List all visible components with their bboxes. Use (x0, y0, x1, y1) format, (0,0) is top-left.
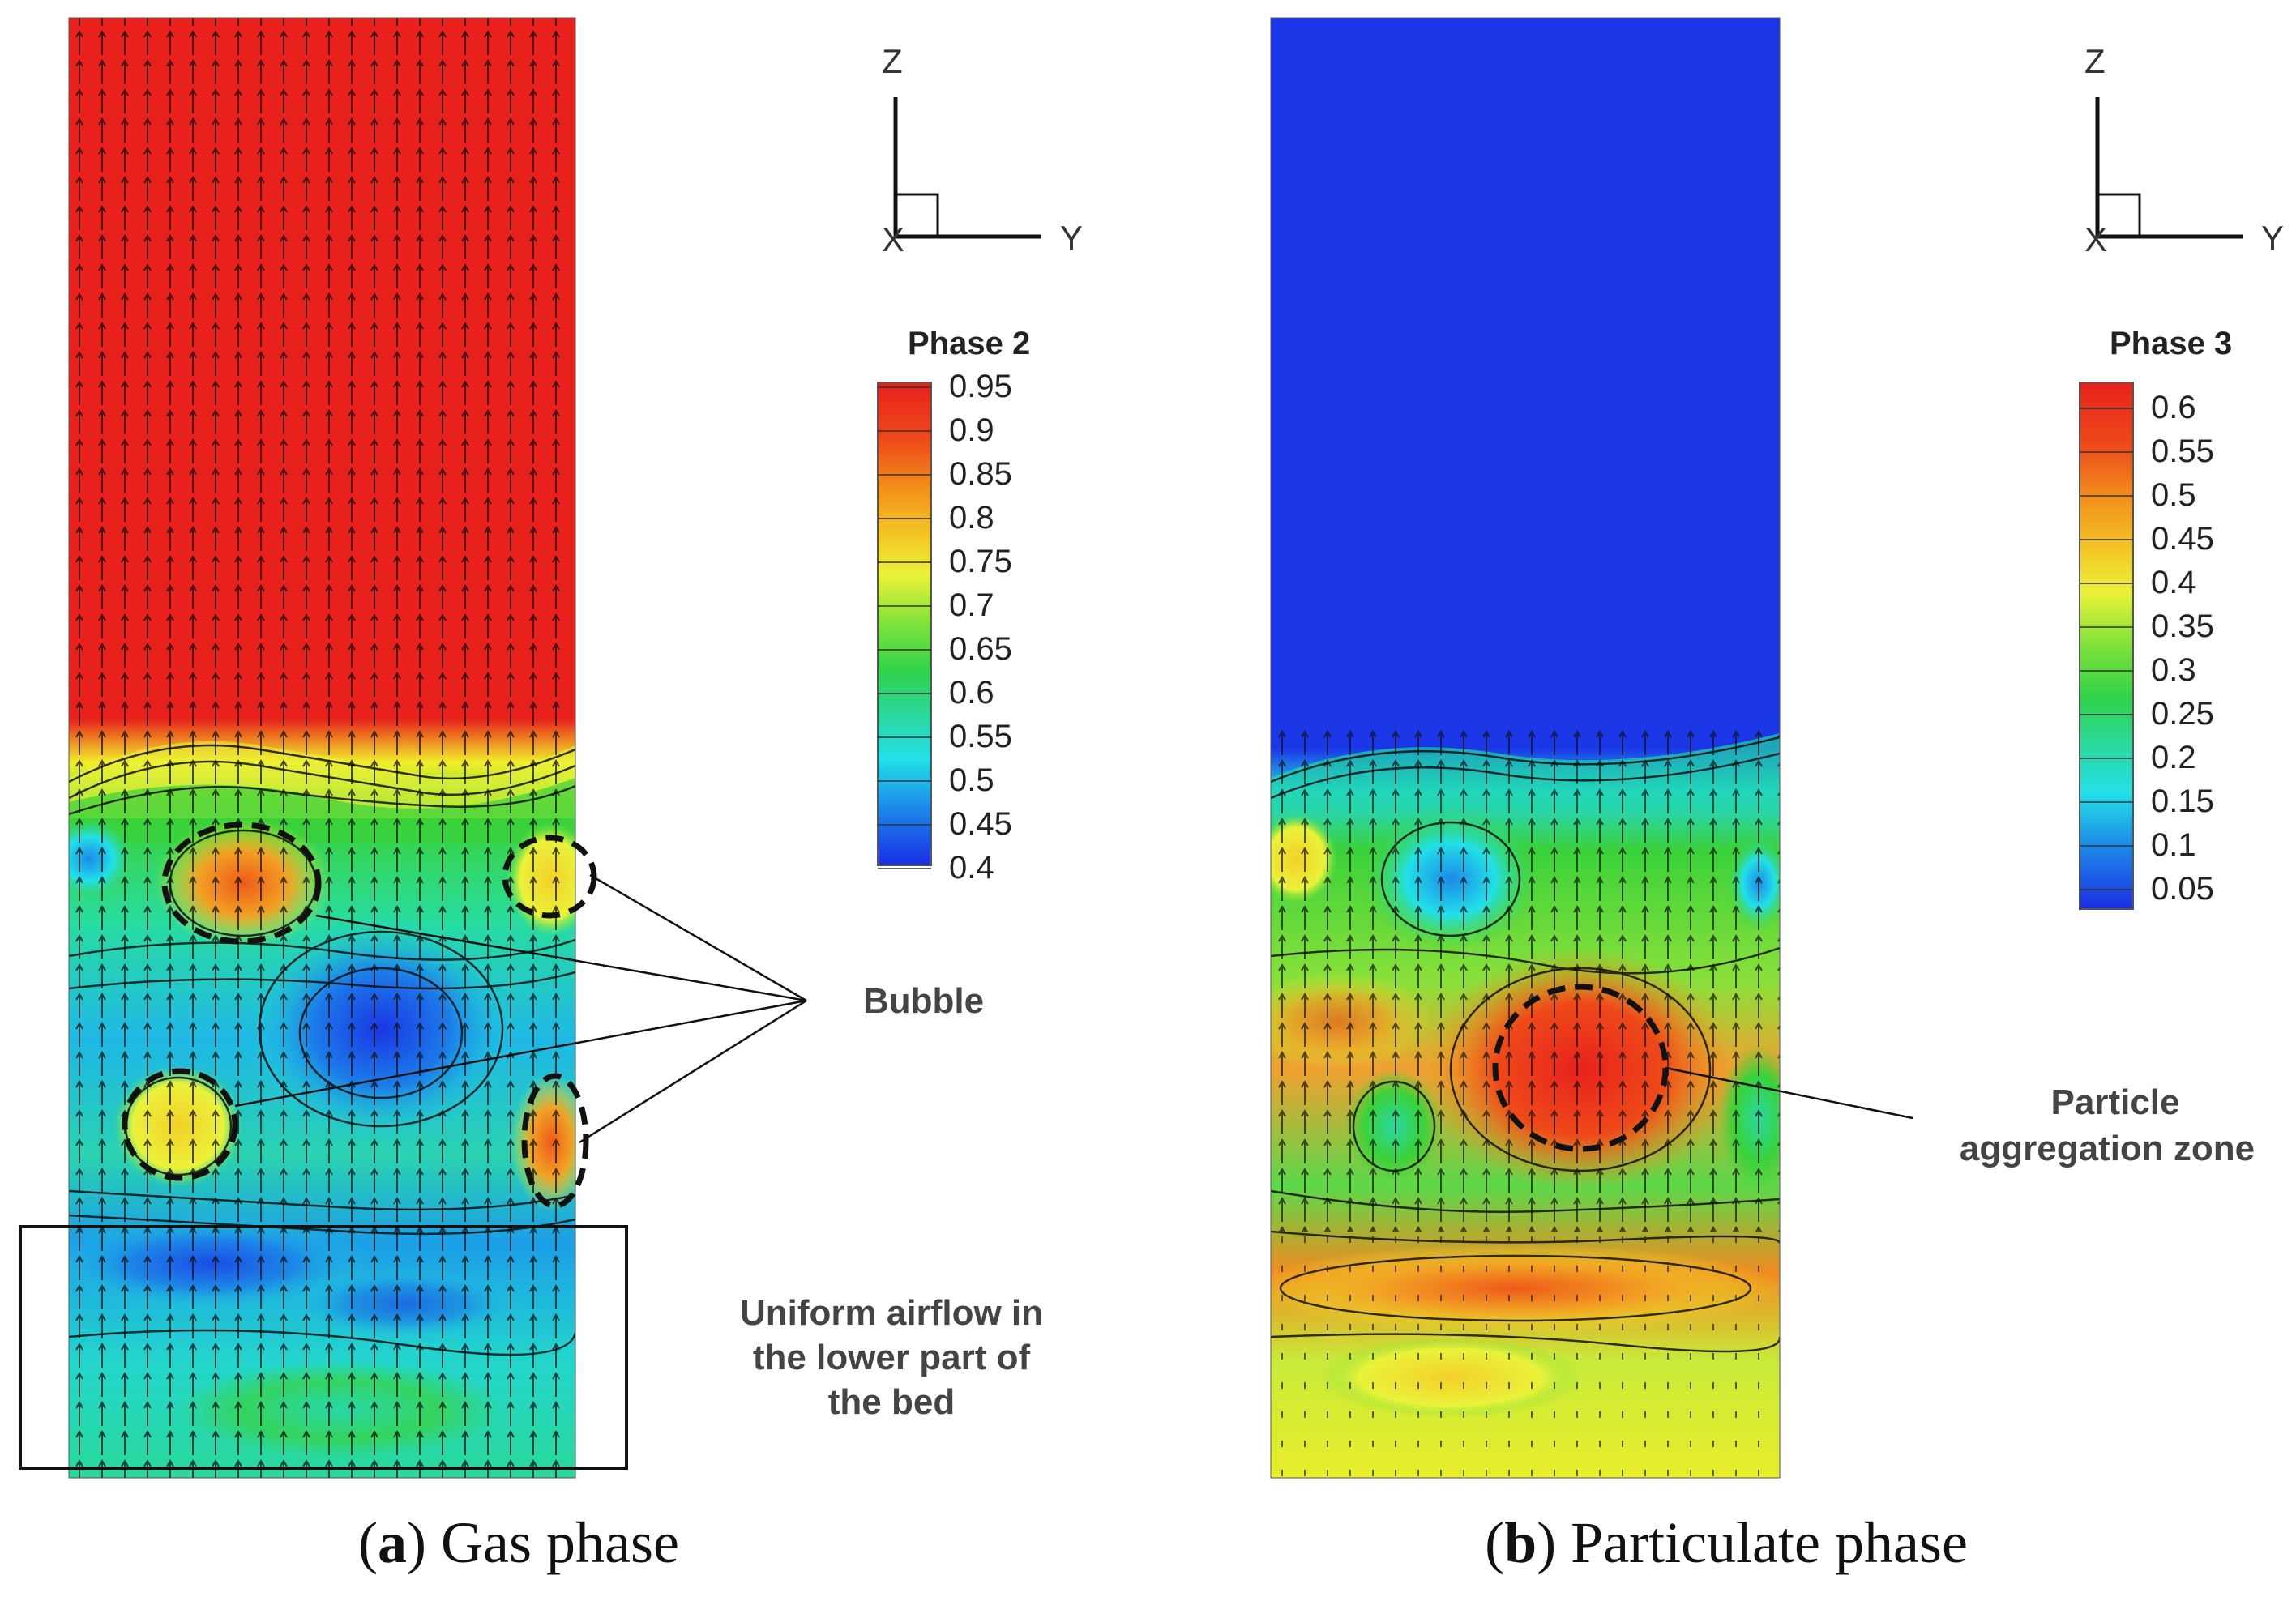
caption-b-text: Particulate phase (1571, 1510, 1968, 1575)
gas-phase-contour-plot (69, 18, 575, 1478)
colorbar-b-tick-label: 0.25 (2151, 696, 2214, 732)
colorbar-a-tick-label: 0.6 (949, 675, 994, 711)
colorbar-b-tick-label: 0.05 (2151, 871, 2214, 907)
axis-y-label-a: Y (1060, 219, 1083, 257)
aggregation-label: Particle aggregation zone (1960, 1082, 2255, 1168)
axis-y-label-b: Y (2261, 219, 2284, 257)
axis-z-label-b: Z (2084, 42, 2106, 80)
colorbar-b-tick-label: 0.35 (2151, 608, 2214, 644)
uniform-airflow-line-1: Uniform airflow in (740, 1293, 1043, 1333)
colorbar-a-tick-label: 0.55 (949, 719, 1012, 754)
caption-b: (b) Particulate phase (1485, 1510, 1968, 1575)
caption-a-letter: a (378, 1510, 407, 1575)
particulate-plot-border (1270, 17, 1781, 1479)
colorbar-a-tick-label: 0.7 (949, 587, 994, 623)
aggregation-line-2: aggregation zone (1960, 1129, 2255, 1168)
colorbar-a-tick-label: 0.75 (949, 544, 1012, 579)
legend-title-a: Phase 2 (908, 326, 1030, 361)
colorbar-a-tick-label: 0.85 (949, 456, 1012, 492)
axis-triad-b (2095, 97, 2243, 239)
colorbar-a-tick-label: 0.95 (949, 369, 1012, 404)
colorbar-a-tick-label: 0.45 (949, 806, 1012, 842)
uniform-airflow-label: Uniform airflow in the lower part of the… (740, 1293, 1043, 1422)
bubble-circle-4 (521, 1073, 589, 1209)
uniform-airflow-line-3: the bed (828, 1382, 955, 1422)
legend-title-b: Phase 3 (2110, 326, 2232, 361)
colorbar-a-ticks: 0.95 0.9 0.85 0.8 0.75 0.7 0.65 0.6 0.55 0.5 0.45 0… (878, 369, 1012, 886)
axis-z-label-a: Z (882, 42, 903, 80)
colorbar-b-tick-label: 0.2 (2151, 740, 2196, 775)
axis-x-label-a: X (882, 220, 904, 258)
colorbar-a (877, 382, 932, 866)
bubble-label: Bubble (863, 981, 984, 1021)
colorbar-b-ticks: 0.6 0.55 0.5 0.45 0.4 0.35 0.3 0.25 0.2 0.15 0.1 0.… (2080, 390, 2214, 907)
colorbar-b-tick-label: 0.15 (2151, 783, 2214, 819)
bubble-markers (122, 822, 597, 1209)
axis-triad-a (893, 97, 1041, 239)
axis-x-label-b: X (2084, 220, 2107, 258)
colorbar-b-tick-label: 0.45 (2151, 521, 2214, 557)
bubble-leader-lines (234, 873, 807, 1144)
colorbar-a-tick-label: 0.4 (949, 850, 994, 886)
uniform-airflow-line-2: the lower part of (753, 1338, 1031, 1377)
colorbar-a-tick-label: 0.9 (949, 412, 994, 448)
colorbar-b-tick-label: 0.55 (2151, 433, 2214, 469)
aggregation-line-1: Particle (2051, 1082, 2180, 1122)
colorbar-b (2079, 382, 2134, 910)
colorbar-b-tick-label: 0.5 (2151, 477, 2196, 513)
gas-plot-border (68, 17, 576, 1479)
colorbar-a-tick-label: 0.5 (949, 762, 994, 798)
colorbar-a-tick-label: 0.65 (949, 631, 1012, 667)
caption-a: (a) Gas phase (358, 1510, 679, 1575)
uniform-airflow-box (19, 1225, 628, 1470)
colorbar-b-tick-label: 0.3 (2151, 652, 2196, 688)
bubble-circle-1 (161, 822, 322, 945)
colorbar-a-tick-label: 0.8 (949, 500, 994, 536)
bubble-circle-3 (122, 1068, 238, 1181)
particulate-phase-contour-plot (1271, 18, 1780, 1478)
colorbar-b-tick-label: 0.1 (2151, 827, 2196, 863)
colorbar-b-tick-label: 0.4 (2151, 565, 2196, 600)
caption-b-letter: b (1504, 1510, 1537, 1575)
aggregation-leader-line (1665, 1066, 1913, 1120)
caption-a-text: Gas phase (441, 1510, 679, 1575)
colorbar-b-tick-label: 0.6 (2151, 390, 2196, 425)
